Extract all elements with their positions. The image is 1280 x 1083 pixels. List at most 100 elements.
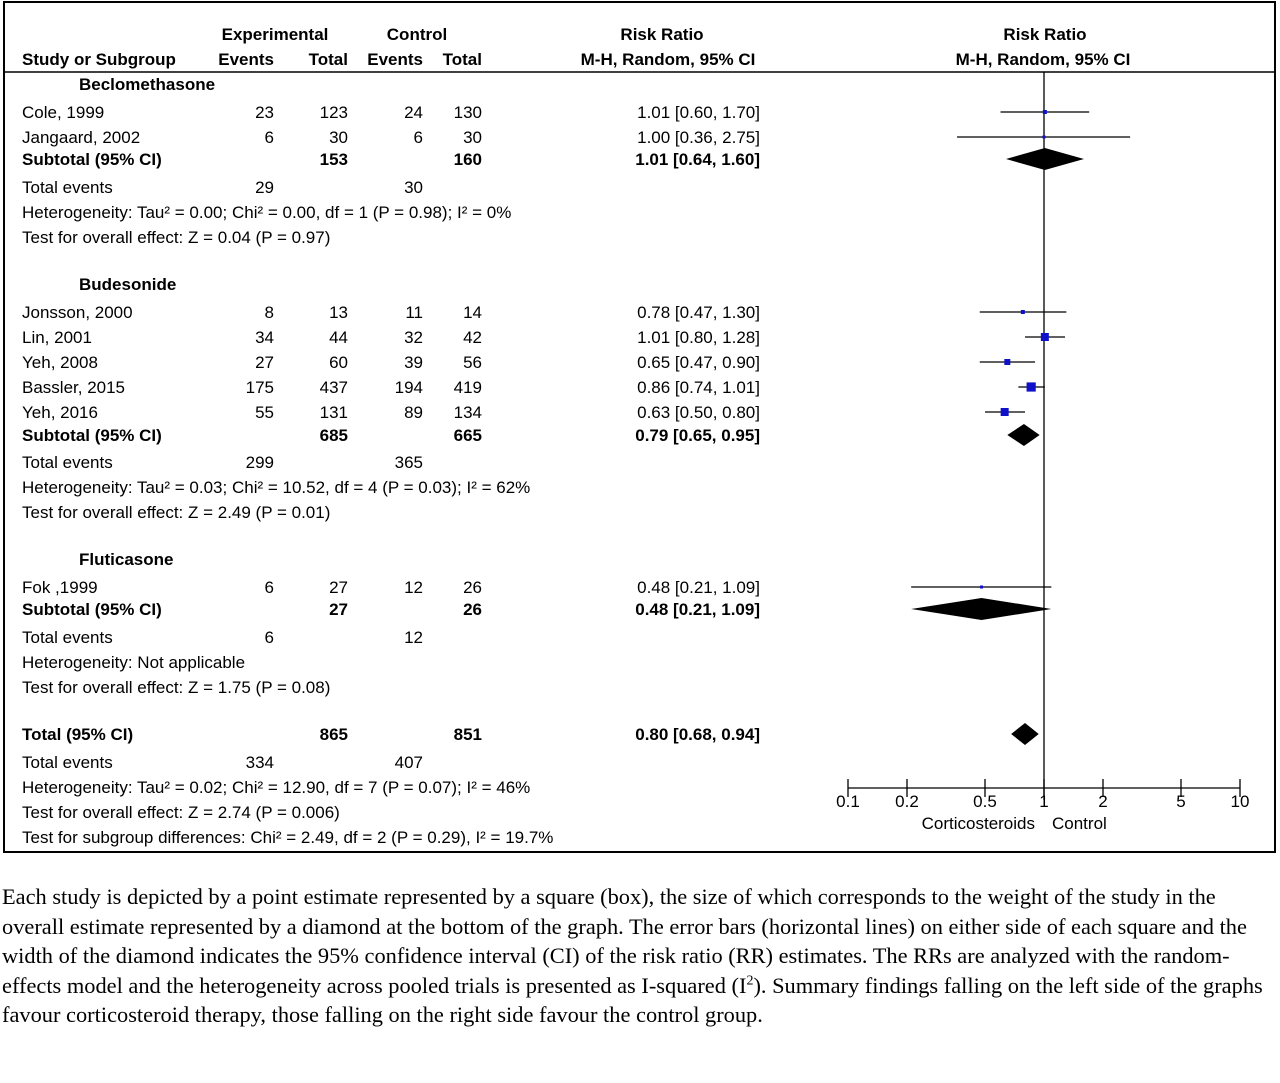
x-tick-label: 2	[1098, 792, 1107, 811]
x-tick-label: 0.5	[973, 792, 997, 811]
exp-events: 27	[255, 353, 274, 372]
caption-main: Each study is depicted by a point estima…	[2, 884, 1247, 998]
exp-total: 437	[320, 378, 348, 397]
total-events-exp: 334	[246, 753, 274, 772]
subgroup-differences: Test for subgroup differences: Chi² = 2.…	[22, 828, 553, 847]
x-axis-right-label: Control	[1052, 814, 1107, 833]
exp-total: 131	[320, 403, 348, 422]
caption-tail: ). Summary findings falling on the left …	[2, 972, 1263, 1028]
study-name: Cole, 1999	[22, 103, 104, 122]
subtotal-ci: 0.79 [0.65, 0.95]	[635, 426, 760, 445]
exp-total: 30	[329, 128, 348, 147]
exp-events: 8	[265, 303, 274, 322]
x-tick-label: 5	[1176, 792, 1185, 811]
total-events-label: Total events	[22, 453, 113, 472]
study-name: Lin, 2001	[22, 328, 92, 347]
study-square	[1026, 382, 1036, 392]
ctl-total: 26	[463, 578, 482, 597]
subtotal-ctl-total: 665	[454, 426, 482, 445]
exp-events: 55	[255, 403, 274, 422]
subtotal-label: Subtotal (95% CI)	[22, 426, 162, 445]
overall-effect-text: Test for overall effect: Z = 2.49 (P = 0…	[22, 503, 330, 522]
risk-ratio-ci: 0.86 [0.74, 1.01]	[637, 378, 760, 397]
risk-ratio-ci: 0.65 [0.47, 0.90]	[637, 353, 760, 372]
x-tick-label: 0.1	[836, 792, 860, 811]
header-rr-method: M-H, Random, 95% CI	[581, 50, 756, 69]
exp-total: 123	[320, 103, 348, 122]
risk-ratio-ci: 0.63 [0.50, 0.80]	[637, 403, 760, 422]
ctl-events: 11	[405, 303, 423, 322]
study-square	[1042, 110, 1047, 114]
subgroup-title: Budesonide	[79, 275, 176, 294]
ctl-events: 24	[404, 103, 423, 122]
ctl-total: 134	[454, 403, 482, 422]
total-events-ctl: 30	[404, 178, 423, 197]
study-square	[1042, 135, 1046, 139]
x-tick-label: 1	[1039, 792, 1048, 811]
total-events-exp: 299	[246, 453, 274, 472]
study-square	[1000, 408, 1009, 416]
header-exp-events: Events	[218, 50, 274, 69]
forest-plot-figure: Experimental Control Study or Subgroup Even…	[3, 1, 1276, 853]
caption-superscript: 2	[746, 973, 754, 989]
exp-total: 60	[329, 353, 348, 372]
subtotal-ci: 1.01 [0.64, 1.60]	[635, 150, 760, 169]
ctl-events: 12	[404, 578, 423, 597]
total-events-exp: 29	[255, 178, 274, 197]
total-label: Total (95% CI)	[22, 725, 133, 744]
header-ctl-total: Total	[443, 50, 482, 69]
total-exp-total: 865	[320, 725, 348, 744]
study-name: Jonsson, 2000	[22, 303, 133, 322]
header-experimental: Experimental	[222, 25, 329, 44]
figure-caption: Each study is depicted by a point estima…	[2, 882, 1278, 1030]
ctl-events: 32	[404, 328, 423, 347]
total-events-exp: 6	[265, 628, 274, 647]
exp-total: 13	[329, 303, 348, 322]
ctl-events: 194	[395, 378, 423, 397]
subtotal-exp-total: 685	[320, 426, 348, 445]
forest-plot-svg: Experimental Control Study or Subgroup Even…	[5, 25, 1274, 847]
exp-events: 34	[255, 328, 274, 347]
subtotal-exp-total: 27	[329, 600, 348, 619]
header-rr-title: Risk Ratio	[620, 25, 703, 44]
risk-ratio-ci: 0.48 [0.21, 1.09]	[637, 578, 760, 597]
heterogeneity-text: Heterogeneity: Not applicable	[22, 653, 245, 672]
subtotal-exp-total: 153	[320, 150, 348, 169]
study-name: Bassler, 2015	[22, 378, 125, 397]
exp-events: 6	[265, 128, 274, 147]
header-plot-title: Risk Ratio	[1003, 25, 1086, 44]
header-plot-method: M-H, Random, 95% CI	[956, 50, 1131, 69]
subtotal-ctl-total: 160	[454, 150, 482, 169]
ctl-total: 130	[454, 103, 482, 122]
subtotal-ci: 0.48 [0.21, 1.09]	[635, 600, 760, 619]
study-square	[1020, 310, 1025, 314]
subtotal-ctl-total: 26	[463, 600, 482, 619]
total-events-label: Total events	[22, 753, 113, 772]
header-exp-total: Total	[309, 50, 348, 69]
total-events-ctl: 365	[395, 453, 423, 472]
x-tick-label: 0.2	[895, 792, 919, 811]
ctl-events: 6	[414, 128, 423, 147]
risk-ratio-ci: 1.01 [0.60, 1.70]	[637, 103, 760, 122]
total-events-label: Total events	[22, 628, 113, 647]
ctl-total: 42	[463, 328, 482, 347]
study-square	[1040, 333, 1049, 341]
study-square	[1004, 359, 1011, 365]
subtotal-label: Subtotal (95% CI)	[22, 150, 162, 169]
subgroup-title: Fluticasone	[79, 550, 173, 569]
total-ctl-total: 851	[454, 725, 482, 744]
ctl-total: 56	[463, 353, 482, 372]
exp-events: 6	[265, 578, 274, 597]
header-study: Study or Subgroup	[22, 50, 176, 69]
subtotal-diamond	[1007, 424, 1040, 446]
overall-effect: Test for overall effect: Z = 2.74 (P = 0…	[22, 803, 340, 822]
study-name: Yeh, 2008	[22, 353, 98, 372]
risk-ratio-ci: 1.00 [0.36, 2.75]	[637, 128, 760, 147]
study-name: Fok ,1999	[22, 578, 98, 597]
subtotal-diamond	[1006, 148, 1085, 170]
ctl-events: 39	[404, 353, 423, 372]
heterogeneity-text: Heterogeneity: Tau² = 0.03; Chi² = 10.52…	[22, 478, 530, 497]
ctl-total: 14	[463, 303, 482, 322]
study-name: Yeh, 2016	[22, 403, 98, 422]
total-events-ctl: 12	[404, 628, 423, 647]
